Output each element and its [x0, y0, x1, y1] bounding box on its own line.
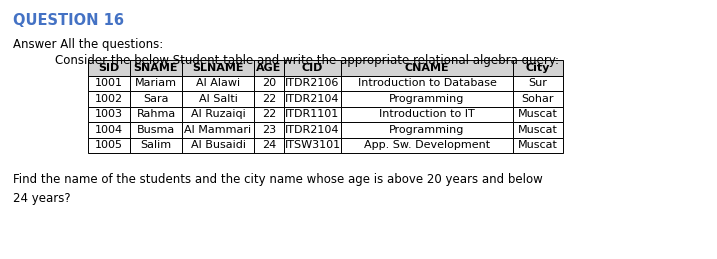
Bar: [88, 76, 130, 91]
Bar: [182, 76, 254, 91]
Text: ITSW3101: ITSW3101: [285, 140, 341, 150]
Text: ITDR1101: ITDR1101: [285, 109, 340, 119]
Bar: [130, 138, 182, 153]
Bar: [513, 106, 563, 122]
Text: Introduction to Database: Introduction to Database: [358, 78, 496, 88]
Bar: [341, 122, 513, 138]
Bar: [182, 91, 254, 106]
Text: SNAME: SNAME: [134, 63, 179, 73]
Text: Programming: Programming: [389, 94, 465, 104]
Text: Introduction to IT: Introduction to IT: [379, 109, 475, 119]
Text: City: City: [526, 63, 550, 73]
Text: 22: 22: [262, 109, 276, 119]
Bar: [88, 91, 130, 106]
Text: Muscat: Muscat: [518, 109, 558, 119]
Bar: [88, 122, 130, 138]
Text: Sohar: Sohar: [522, 94, 554, 104]
Text: Al Salti: Al Salti: [199, 94, 237, 104]
Bar: [130, 122, 182, 138]
Text: Al Mammari: Al Mammari: [184, 125, 252, 135]
Text: 1005: 1005: [95, 140, 123, 150]
Text: 24: 24: [262, 140, 276, 150]
Text: Find the name of the students and the city name whose age is above 20 years and : Find the name of the students and the ci…: [13, 172, 543, 205]
Bar: [88, 138, 130, 153]
Text: AGE: AGE: [256, 63, 282, 73]
Text: ITDR2104: ITDR2104: [285, 125, 340, 135]
Text: ITDR2106: ITDR2106: [285, 78, 340, 88]
Bar: [254, 106, 284, 122]
Bar: [130, 91, 182, 106]
Bar: [254, 76, 284, 91]
Bar: [284, 106, 341, 122]
Bar: [130, 60, 182, 76]
Text: Muscat: Muscat: [518, 140, 558, 150]
Text: 1004: 1004: [95, 125, 123, 135]
Bar: [284, 122, 341, 138]
Bar: [341, 91, 513, 106]
Text: App. Sw. Development: App. Sw. Development: [364, 140, 490, 150]
Bar: [182, 138, 254, 153]
Text: 20: 20: [262, 78, 276, 88]
Text: 23: 23: [262, 125, 276, 135]
Text: Answer All the questions:: Answer All the questions:: [13, 38, 163, 51]
Bar: [88, 106, 130, 122]
Text: CID: CID: [302, 63, 323, 73]
Bar: [254, 122, 284, 138]
Bar: [254, 91, 284, 106]
Text: Al Ruzaiqi: Al Ruzaiqi: [191, 109, 245, 119]
Bar: [130, 106, 182, 122]
Text: Consider the below Student table and write the appropriate relational algebra qu: Consider the below Student table and wri…: [55, 54, 559, 67]
Text: Busma: Busma: [137, 125, 175, 135]
Bar: [513, 60, 563, 76]
Text: Rahma: Rahma: [136, 109, 176, 119]
Text: 1002: 1002: [95, 94, 123, 104]
Text: SID: SID: [98, 63, 120, 73]
Text: Sur: Sur: [528, 78, 548, 88]
Bar: [182, 122, 254, 138]
Text: CNAME: CNAME: [404, 63, 450, 73]
Text: 1001: 1001: [95, 78, 123, 88]
Text: SLNAME: SLNAME: [192, 63, 244, 73]
Text: Al Busaidi: Al Busaidi: [191, 140, 245, 150]
Text: Mariam: Mariam: [135, 78, 177, 88]
Bar: [182, 60, 254, 76]
Bar: [182, 106, 254, 122]
Bar: [341, 138, 513, 153]
Text: Al Alawi: Al Alawi: [196, 78, 240, 88]
Bar: [284, 60, 341, 76]
Bar: [341, 76, 513, 91]
Bar: [254, 60, 284, 76]
Bar: [254, 138, 284, 153]
Bar: [284, 76, 341, 91]
Text: QUESTION 16: QUESTION 16: [13, 13, 124, 28]
Bar: [341, 60, 513, 76]
Text: 1003: 1003: [95, 109, 123, 119]
Bar: [284, 91, 341, 106]
Bar: [88, 60, 130, 76]
Text: Muscat: Muscat: [518, 125, 558, 135]
Text: ITDR2104: ITDR2104: [285, 94, 340, 104]
Bar: [513, 122, 563, 138]
Bar: [513, 76, 563, 91]
Bar: [284, 138, 341, 153]
Bar: [513, 138, 563, 153]
Bar: [130, 76, 182, 91]
Text: Sara: Sara: [143, 94, 168, 104]
Text: Salim: Salim: [141, 140, 171, 150]
Bar: [513, 91, 563, 106]
Text: 22: 22: [262, 94, 276, 104]
Text: Programming: Programming: [389, 125, 465, 135]
Bar: [341, 106, 513, 122]
